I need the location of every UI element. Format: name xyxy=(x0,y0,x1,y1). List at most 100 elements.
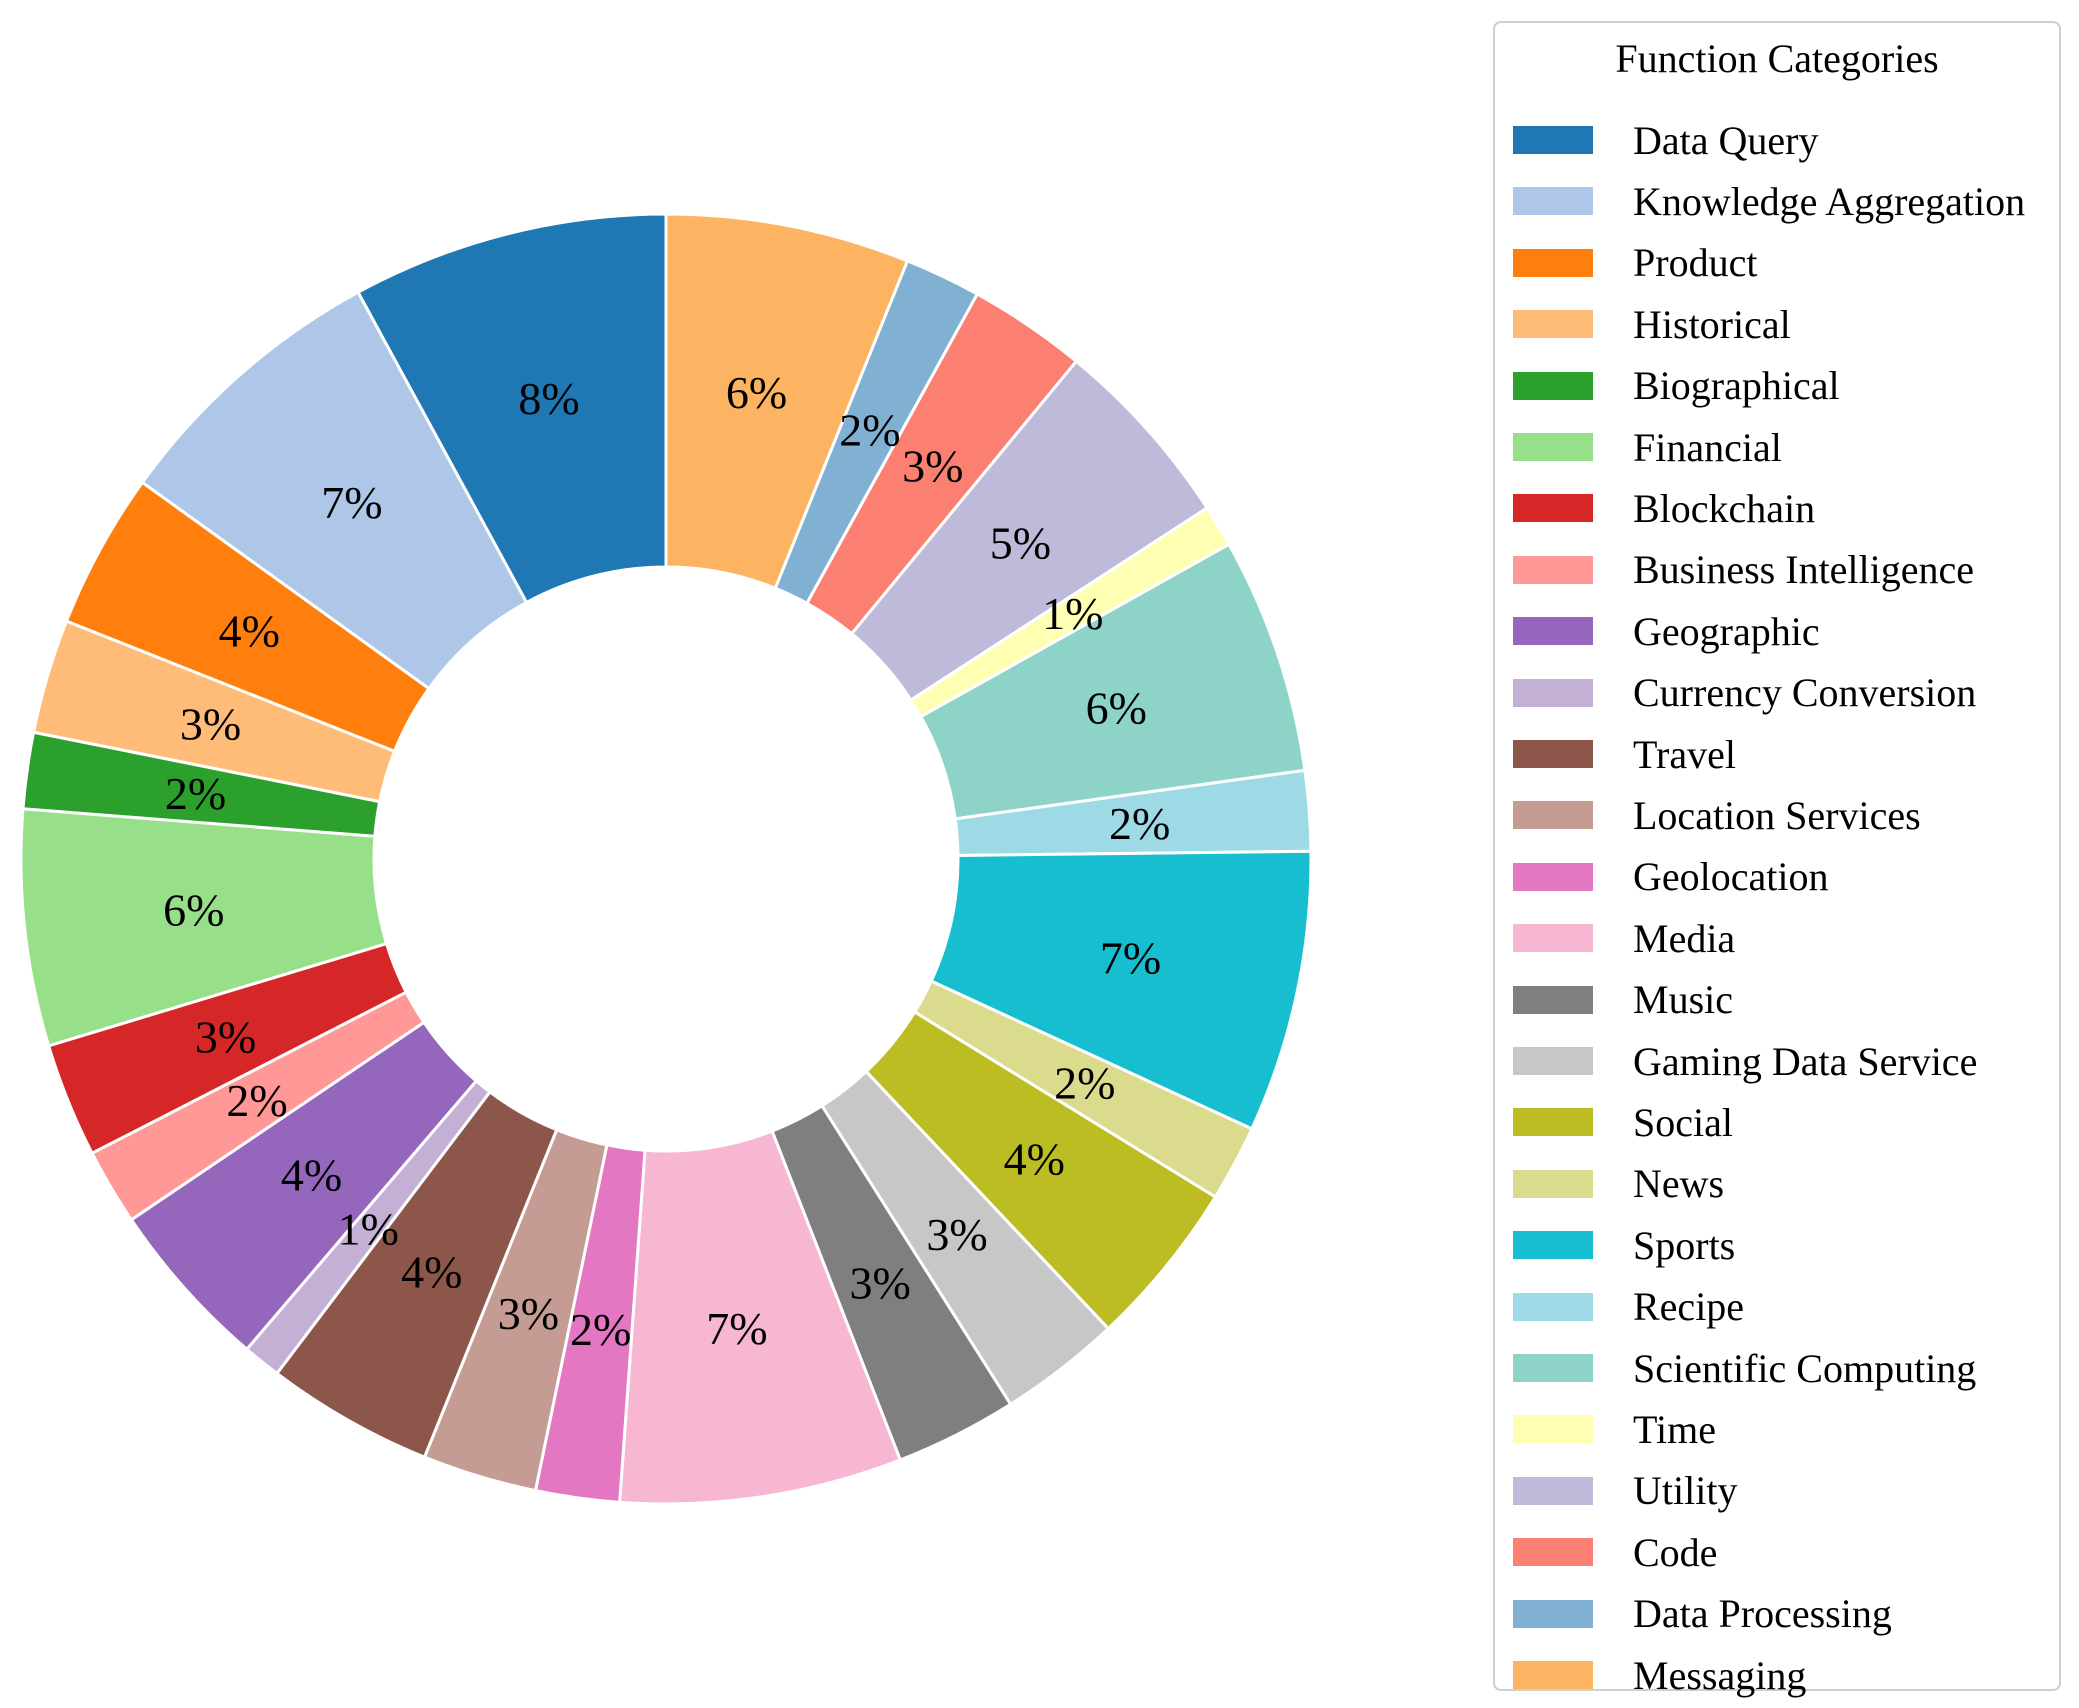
legend-item: Time xyxy=(1513,1404,1716,1454)
slice-label-biographical: 2% xyxy=(165,768,226,819)
legend-swatch xyxy=(1513,1415,1593,1444)
legend-item: Gaming Data Service xyxy=(1513,1036,1977,1086)
legend-item: Sports xyxy=(1513,1220,1735,1270)
legend-label: Historical xyxy=(1633,301,1791,347)
slice-label-historical: 3% xyxy=(180,699,241,750)
legend-label: Scientific Computing xyxy=(1633,1345,1977,1391)
legend-item: News xyxy=(1513,1159,1724,1209)
slice-label-code: 3% xyxy=(902,441,963,492)
legend-label: Geographic xyxy=(1633,608,1820,654)
legend-label: Data Query xyxy=(1633,117,1819,163)
legend-swatch xyxy=(1513,1108,1593,1137)
legend-item: Product xyxy=(1513,238,1757,288)
legend-swatch xyxy=(1513,1292,1593,1321)
legend-item: Blockchain xyxy=(1513,483,1815,533)
legend-swatch xyxy=(1513,985,1593,1014)
slice-label-time: 1% xyxy=(1042,588,1103,639)
slice-label-geographic: 4% xyxy=(281,1150,342,1201)
slice-label-social: 4% xyxy=(1004,1133,1065,1184)
legend-item: Utility xyxy=(1513,1466,1737,1516)
legend-swatch xyxy=(1513,1661,1593,1689)
legend-label: Currency Conversion xyxy=(1633,670,1977,716)
legend-label: Gaming Data Service xyxy=(1633,1038,1978,1084)
legend-label: Knowledge Aggregation xyxy=(1633,178,2026,224)
legend-swatch xyxy=(1513,310,1593,339)
slice-label-sports: 7% xyxy=(1100,932,1161,983)
legend: Function Categories Data Query Knowledge … xyxy=(1493,21,2061,1698)
slice-label-recipe: 2% xyxy=(1109,798,1170,849)
legend-item: Financial xyxy=(1513,422,1782,472)
slice-label-gaming-data-service: 3% xyxy=(926,1209,987,1260)
legend-swatch xyxy=(1513,1231,1593,1260)
slice-label-product: 4% xyxy=(219,606,280,657)
slice-label-location-services: 3% xyxy=(498,1288,559,1339)
slice-label-financial: 6% xyxy=(163,885,224,936)
legend-title: Function Categories xyxy=(1615,36,1939,81)
legend-item: Business Intelligence xyxy=(1513,545,1974,595)
slice-label-business-intelligence: 2% xyxy=(226,1075,287,1126)
legend-label: Geolocation xyxy=(1633,854,1829,900)
legend-label: Code xyxy=(1633,1529,1718,1575)
legend-swatch xyxy=(1513,126,1593,154)
legend-item: Code xyxy=(1513,1527,1717,1577)
legend-label: Location Services xyxy=(1633,792,1921,838)
legend-item: Social xyxy=(1513,1097,1733,1147)
legend-swatch xyxy=(1513,248,1593,277)
legend-item: Media xyxy=(1513,913,1735,963)
legend-swatch xyxy=(1513,924,1593,953)
legend-label: News xyxy=(1633,1161,1725,1207)
legend-swatch xyxy=(1513,433,1593,461)
legend-item: Historical xyxy=(1513,299,1791,349)
legend-label: Music xyxy=(1633,977,1733,1023)
legend-label: Messaging xyxy=(1633,1652,1807,1698)
legend-swatch xyxy=(1513,555,1593,584)
legend-swatch xyxy=(1513,494,1593,523)
legend-item: Music xyxy=(1513,975,1733,1025)
slice-label-messaging: 6% xyxy=(726,367,787,418)
legend-swatch xyxy=(1513,1047,1593,1075)
slice-label-media: 7% xyxy=(706,1303,767,1354)
legend-item: Location Services xyxy=(1513,790,1921,840)
legend-item: Recipe xyxy=(1513,1282,1744,1332)
slice-label-utility: 5% xyxy=(990,517,1051,568)
legend-swatch xyxy=(1513,801,1593,830)
legend-swatch xyxy=(1513,740,1593,768)
legend-item: Biographical xyxy=(1513,361,1840,411)
legend-item: Data Query xyxy=(1513,115,1818,165)
legend-item: Knowledge Aggregation xyxy=(1513,176,2025,226)
legend-item: Scientific Computing xyxy=(1513,1343,1976,1393)
legend-swatch xyxy=(1513,1354,1593,1382)
legend-label: Media xyxy=(1633,915,1736,961)
legend-item: Travel xyxy=(1513,729,1736,779)
slice-label-geolocation: 2% xyxy=(570,1304,631,1355)
legend-label: Data Processing xyxy=(1633,1591,1892,1637)
donut-chart: 6%2%3%5%1%6%2%7%2%4%3%3%7%2%3%4%1%4%2%3%… xyxy=(19,212,1313,1506)
legend-label: Social xyxy=(1633,1099,1733,1145)
legend-label: Business Intelligence xyxy=(1633,547,1975,593)
slice-label-music: 3% xyxy=(849,1258,910,1309)
legend-label: Sports xyxy=(1633,1222,1736,1268)
slice-label-travel: 4% xyxy=(401,1247,462,1298)
legend-swatch xyxy=(1513,678,1593,707)
legend-label: Product xyxy=(1633,240,1758,286)
slice-labels: 6%2%3%5%1%6%2%7%2%4%3%3%7%2%3%4%1%4%2%3%… xyxy=(163,367,1170,1355)
legend-swatch xyxy=(1513,617,1593,646)
legend-label: Blockchain xyxy=(1633,485,1816,531)
legend-label: Financial xyxy=(1633,424,1782,470)
slice-label-data-processing: 2% xyxy=(839,404,900,455)
slice-label-blockchain: 3% xyxy=(195,1011,256,1062)
legend-label: Travel xyxy=(1633,731,1736,777)
slice-data-query xyxy=(356,212,668,605)
slice-label-currency-conversion: 1% xyxy=(338,1204,399,1255)
legend-swatch xyxy=(1513,1169,1593,1198)
legend-label: Time xyxy=(1633,1406,1717,1452)
legend-item: Currency Conversion xyxy=(1513,668,1976,718)
legend-label: Biographical xyxy=(1633,363,1840,409)
legend-swatch xyxy=(1513,1538,1593,1567)
legend-item: Data Processing xyxy=(1513,1589,1892,1639)
legend-swatch xyxy=(1513,1599,1593,1628)
legend-swatch xyxy=(1513,862,1593,891)
donut-slices xyxy=(19,212,1313,1506)
slice-label-knowledge-aggregation: 7% xyxy=(321,477,382,528)
legend-swatch xyxy=(1513,187,1593,216)
